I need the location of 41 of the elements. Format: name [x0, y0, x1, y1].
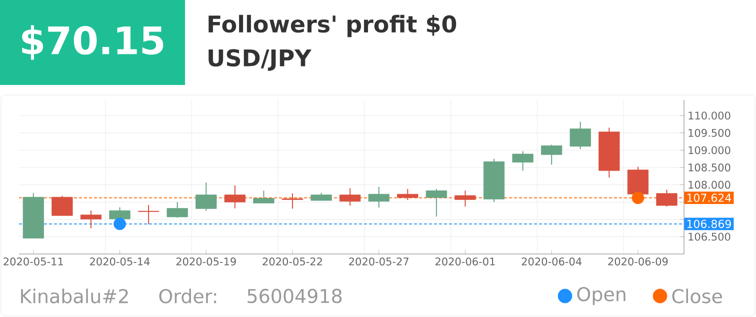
x-tick-label: 2020-05-19	[176, 258, 236, 266]
text: Kinabalu#2	[21, 288, 128, 304]
x-tick-label: 2020-06-01	[435, 258, 495, 266]
candlestick	[656, 189, 678, 208]
candlestick	[570, 121, 591, 150]
candlestick	[80, 210, 102, 229]
y-tick-label: 108.500	[688, 164, 730, 172]
y-tick-label: 108.000	[688, 180, 730, 189]
candlestick	[368, 186, 390, 208]
legend-label: Open	[577, 286, 626, 306]
x-tick-label: 2020-05-11	[4, 258, 63, 266]
text: Order:	[159, 288, 216, 304]
candlestick	[340, 188, 361, 206]
y-tick-label: 109.500	[688, 128, 730, 137]
chart-subtitle: USD/JPY	[208, 49, 312, 71]
candlestick	[512, 150, 534, 172]
legend-label: Close	[672, 288, 722, 304]
y-tick-label: 109.000	[688, 146, 730, 154]
x-tick-label: 2020-05-22	[262, 258, 322, 266]
x-tick-label: 2020-05-14	[90, 258, 150, 266]
x-tick-label: 2020-06-04	[522, 258, 582, 266]
candlestick	[52, 195, 73, 216]
candlestick	[166, 202, 188, 218]
text: 56004918	[248, 288, 342, 304]
candlestick	[138, 204, 160, 225]
y-tick-label: 110.000	[688, 112, 730, 120]
candlestick	[282, 192, 304, 210]
y-tick-label: 106.500	[688, 232, 730, 241]
x-tick-label: 2020-06-09	[608, 258, 668, 266]
chart-title: Followers' profit $0	[208, 14, 456, 38]
text: $70.15	[22, 25, 164, 60]
ref-line-label: 107.624	[687, 194, 732, 202]
candlestick	[397, 188, 418, 201]
candlestick	[253, 190, 274, 204]
ref-line-label: 106.869	[687, 220, 731, 228]
candlestick	[196, 182, 217, 212]
x-tick-label: 2020-05-27	[349, 258, 408, 266]
candlestick	[426, 188, 447, 218]
candlestick	[224, 184, 246, 209]
candlestick	[454, 190, 476, 208]
candlestick	[541, 144, 562, 166]
